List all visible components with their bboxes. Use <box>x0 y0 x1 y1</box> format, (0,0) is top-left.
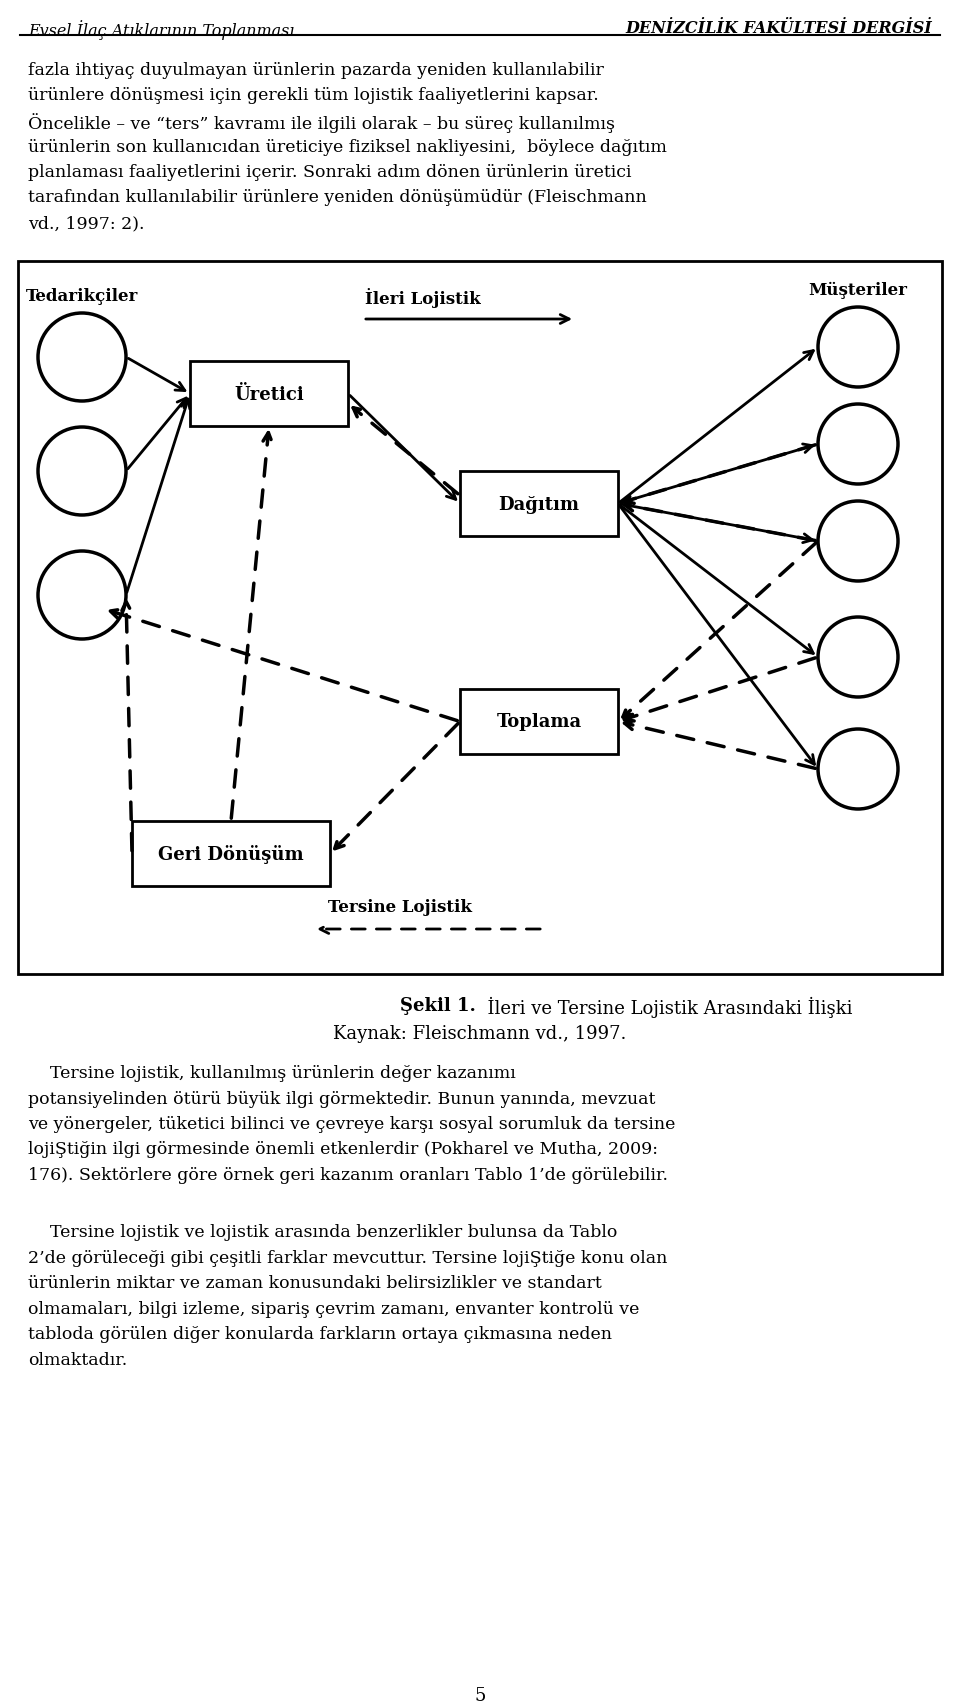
Circle shape <box>38 551 126 640</box>
Text: Dağıtım: Dağıtım <box>498 495 580 514</box>
Circle shape <box>38 428 126 516</box>
Text: potansiyelinden ötürü büyük ilgi görmektedir. Bunun yanında, mevzuat: potansiyelinden ötürü büyük ilgi görmekt… <box>28 1089 656 1106</box>
Text: Toplama: Toplama <box>496 714 582 731</box>
Circle shape <box>818 307 898 387</box>
Text: ürünlere dönüşmesi için gerekli tüm lojistik faaliyetlerini kapsar.: ürünlere dönüşmesi için gerekli tüm loji… <box>28 87 599 104</box>
Text: Tersine Lojistik: Tersine Lojistik <box>328 898 472 915</box>
Text: ve yönergeler, tüketici bilinci ve çevreye karşı sosyal sorumluk da tersine: ve yönergeler, tüketici bilinci ve çevre… <box>28 1115 676 1132</box>
Text: tabloda görülen diğer konularda farkların ortaya çıkmasına neden: tabloda görülen diğer konularda farkları… <box>28 1326 612 1343</box>
Text: tarafından kullanılabilir ürünlere yeniden dönüşümüdür (Fleischmann: tarafından kullanılabilir ürünlere yenid… <box>28 189 647 207</box>
Circle shape <box>818 502 898 582</box>
Text: Tersine lojistik, kullanılmış ürünlerin değer kazanımı: Tersine lojistik, kullanılmış ürünlerin … <box>28 1065 516 1081</box>
Text: Geri Dönüşüm: Geri Dönüşüm <box>158 845 303 864</box>
Text: İleri Lojistik: İleri Lojistik <box>365 288 481 307</box>
Text: Tedarikçiler: Tedarikçiler <box>26 288 138 306</box>
Text: Şekil 1.: Şekil 1. <box>400 997 476 1014</box>
Text: planlaması faaliyetlerini içerir. Sonraki adım dönen ürünlerin üretici: planlaması faaliyetlerini içerir. Sonrak… <box>28 164 632 181</box>
Bar <box>18 261 942 975</box>
Text: DENİZCİLİK FAKÜLTESİ DERGİSİ: DENİZCİLİK FAKÜLTESİ DERGİSİ <box>625 20 932 38</box>
Bar <box>460 471 618 536</box>
Text: ürünlerin son kullanıcıdan üreticiye fiziksel nakliyesini,  böylece dağıtım: ürünlerin son kullanıcıdan üreticiye fiz… <box>28 138 667 155</box>
Text: Evsel İlaç Atıklarının Toplanması: Evsel İlaç Atıklarının Toplanması <box>28 20 295 39</box>
Text: olmamaları, bilgi izleme, sipariş çevrim zamanı, envanter kontrolü ve: olmamaları, bilgi izleme, sipariş çevrim… <box>28 1301 639 1318</box>
Text: lojiŞtiğin ilgi görmesinde önemli etkenlerdir (Pokharel ve Mutha, 2009:: lojiŞtiğin ilgi görmesinde önemli etkenl… <box>28 1140 658 1157</box>
Text: Kaynak: Fleischmann vd., 1997.: Kaynak: Fleischmann vd., 1997. <box>333 1024 627 1043</box>
Text: İleri ve Tersine Lojistik Arasındaki İlişki: İleri ve Tersine Lojistik Arasındaki İli… <box>476 997 852 1017</box>
Circle shape <box>818 618 898 698</box>
Text: vd., 1997: 2).: vd., 1997: 2). <box>28 215 145 232</box>
Text: Öncelikle – ve “ters” kavramı ile ilgili olarak – bu süreç kullanılmış: Öncelikle – ve “ters” kavramı ile ilgili… <box>28 113 615 133</box>
Text: Müşteriler: Müşteriler <box>808 282 907 299</box>
Circle shape <box>818 405 898 485</box>
Circle shape <box>818 729 898 809</box>
Text: 2’de görüleceği gibi çeşitli farklar mevcuttur. Tersine lojiŞtiğe konu olan: 2’de görüleceği gibi çeşitli farklar mev… <box>28 1250 667 1267</box>
Text: ürünlerin miktar ve zaman konusundaki belirsizlikler ve standart: ürünlerin miktar ve zaman konusundaki be… <box>28 1275 602 1292</box>
Bar <box>190 362 348 427</box>
Text: 5: 5 <box>474 1687 486 1704</box>
Bar <box>132 821 330 886</box>
Text: fazla ihtiyaç duyulmayan ürünlerin pazarda yeniden kullanılabilir: fazla ihtiyaç duyulmayan ürünlerin pazar… <box>28 61 604 79</box>
Text: Üretici: Üretici <box>234 386 304 403</box>
Text: Tersine lojistik ve lojistik arasında benzerlikler bulunsa da Tablo: Tersine lojistik ve lojistik arasında be… <box>28 1224 617 1241</box>
Text: 176). Sektörlere göre örnek geri kazanım oranları Tablo 1’de görülebilir.: 176). Sektörlere göre örnek geri kazanım… <box>28 1166 668 1183</box>
Bar <box>460 690 618 754</box>
Circle shape <box>38 314 126 401</box>
Text: olmaktadır.: olmaktadır. <box>28 1352 128 1369</box>
